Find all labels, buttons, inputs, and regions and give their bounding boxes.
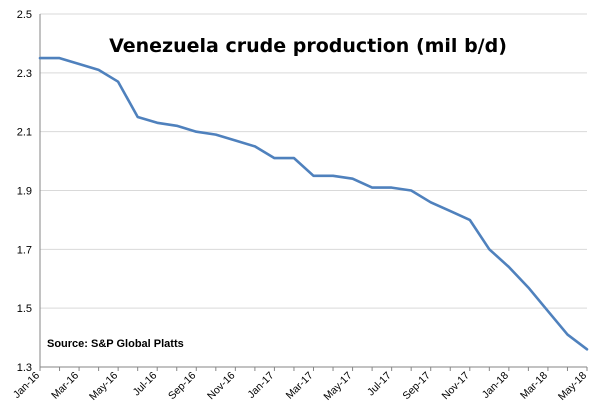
x-tick-label: May-17	[321, 370, 354, 403]
x-tick-label: Jan-18	[480, 370, 511, 401]
series-lines	[38, 56, 589, 351]
x-tick-labels: Jan-16 Mar-16 May-16 Jul-16 Sep-16 Nov-16 Jan-…	[11, 370, 589, 403]
x-tick-label: Mar-18	[518, 370, 550, 402]
axes	[39, 14, 588, 371]
y-tick-label: 1.3	[17, 362, 32, 374]
y-tick-label: 1.7	[17, 244, 32, 256]
x-tick-label: Mar-16	[49, 370, 81, 402]
x-tick-label: Nov-16	[205, 370, 238, 403]
series-line-1	[38, 56, 589, 351]
x-tick-label: Jan-17	[245, 370, 276, 401]
gridlines	[40, 13, 587, 309]
y-tick-label: 2.1	[17, 127, 32, 139]
chart-title: Venezuela crude production (mil b/d)	[109, 35, 507, 57]
source-annotation: Source: S&P Global Platts	[47, 338, 184, 350]
x-tick-label: May-18	[556, 370, 589, 403]
x-tick-label: Sep-16	[166, 370, 199, 403]
x-tick-label: Jul-16	[131, 370, 160, 399]
x-tick-label: Nov-17	[439, 370, 472, 403]
x-tick-label: Jul-17	[365, 370, 394, 399]
x-tick-label: Sep-17	[400, 370, 433, 403]
x-tick-label: Jan-16	[11, 370, 42, 401]
y-tick-label: 1.5	[17, 303, 32, 315]
y-tick-labels: 1.3 1.5 1.7 1.9 2.1 2.3 2.5	[17, 9, 32, 374]
y-tick-label: 2.3	[17, 68, 32, 80]
y-tick-label: 2.5	[17, 9, 32, 21]
x-tick-label: May-16	[87, 370, 120, 403]
y-tick-label: 1.9	[17, 186, 32, 198]
x-tick-label: Mar-17	[284, 370, 316, 402]
